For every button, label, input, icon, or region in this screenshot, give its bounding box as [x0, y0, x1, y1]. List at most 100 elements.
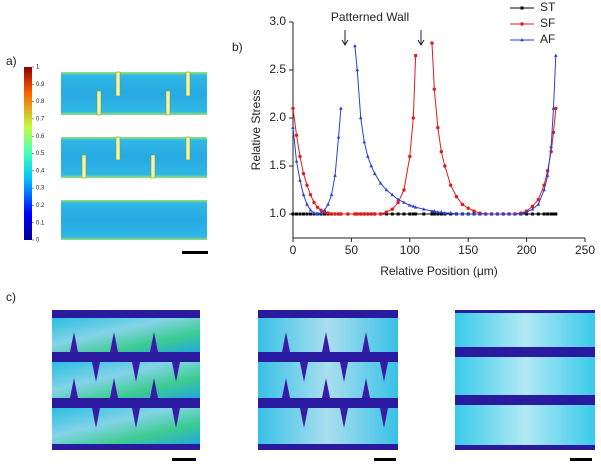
marker — [305, 212, 309, 216]
marker — [295, 212, 299, 216]
marker — [448, 183, 453, 187]
marker — [302, 212, 306, 216]
colorbar-tick-label: 0.3 — [36, 186, 45, 192]
marker — [378, 181, 383, 185]
marker — [355, 68, 360, 72]
marker — [362, 140, 367, 144]
marker — [396, 212, 400, 216]
marker — [312, 211, 316, 215]
marker — [478, 212, 482, 216]
marker — [402, 200, 406, 204]
marker — [369, 164, 374, 168]
marker — [495, 212, 500, 216]
marker — [460, 212, 465, 216]
colorbar-tick-label: 0.2 — [36, 203, 45, 209]
marker — [430, 209, 434, 213]
marker — [402, 188, 406, 192]
x-tick-label: 200 — [517, 243, 537, 257]
marker — [439, 210, 444, 214]
marker — [298, 212, 302, 216]
marker — [326, 202, 330, 206]
marker — [432, 212, 436, 216]
colorbar — [24, 67, 32, 240]
marker — [430, 212, 434, 216]
colorbar-tick-label: 0.9 — [36, 82, 45, 88]
marker — [336, 135, 341, 139]
x-tick-label: 100 — [400, 243, 420, 257]
x-tick-label: 50 — [345, 243, 359, 257]
marker — [358, 116, 363, 120]
marker — [384, 188, 389, 192]
marker — [554, 212, 558, 216]
marker — [369, 212, 373, 216]
series-line — [292, 45, 557, 215]
marker — [384, 212, 388, 216]
x-tick-label: 250 — [575, 243, 595, 257]
marker — [390, 192, 395, 197]
marker — [301, 171, 306, 176]
marker — [414, 212, 418, 216]
marker — [551, 212, 555, 216]
marker — [353, 44, 357, 48]
marker — [336, 212, 341, 216]
marker — [436, 125, 440, 130]
marker — [308, 208, 313, 212]
marker — [466, 212, 470, 216]
annotation-arrow — [417, 30, 425, 46]
marker — [454, 212, 459, 216]
colorbar-tick-label: 0.1 — [36, 220, 45, 226]
marker — [329, 212, 334, 216]
marker — [530, 204, 535, 209]
marker — [346, 212, 350, 216]
y-tick-label: 3.0 — [269, 14, 286, 28]
x-tick-label: 150 — [458, 243, 478, 257]
marker — [536, 212, 540, 216]
marker — [411, 204, 416, 208]
marker — [329, 192, 334, 197]
marker — [322, 208, 327, 212]
marker — [439, 212, 443, 216]
marker — [483, 212, 488, 216]
marker — [291, 106, 295, 111]
marker — [396, 197, 400, 201]
y-tick-label: 1.0 — [269, 206, 286, 220]
colorbar-tick-label: 0 — [36, 238, 40, 244]
marker — [432, 209, 437, 213]
marker — [524, 210, 529, 214]
marker — [298, 154, 302, 159]
marker — [305, 183, 309, 187]
marker — [390, 207, 394, 211]
legend-marker — [520, 38, 524, 42]
marker — [353, 212, 357, 216]
annotation-arrow — [341, 30, 349, 46]
marker — [551, 130, 556, 135]
marker — [422, 207, 426, 211]
marker — [291, 125, 295, 129]
y-tick-label: 2.0 — [269, 110, 286, 124]
colorbar-ticks: 1 0.9 0.8 0.7 0.6 0.5 0.4 0.3 0.2 0.1 0 — [32, 65, 45, 244]
marker — [546, 212, 550, 216]
marker — [551, 106, 556, 110]
marker — [549, 212, 553, 216]
colorbar-tick-label: 0.4 — [36, 168, 45, 174]
stress-chart: Patterned Wall Relative Position (μm) Re… — [249, 0, 595, 278]
colorbar-tick-label: 0.8 — [36, 99, 45, 105]
panel-label: a) — [6, 54, 17, 68]
marker — [301, 192, 306, 197]
marker — [489, 212, 494, 216]
marker — [294, 133, 299, 137]
legend-marker — [520, 22, 524, 26]
marker — [536, 197, 540, 202]
colorbar-tick-label: 0.5 — [36, 151, 45, 157]
marker — [384, 210, 389, 214]
marker — [466, 206, 470, 210]
marker — [326, 211, 330, 215]
marker — [472, 209, 476, 213]
marker — [315, 205, 320, 209]
marker — [408, 203, 412, 207]
marker — [513, 212, 517, 216]
marker — [443, 211, 447, 215]
y-axis-label: Relative Stress — [249, 90, 263, 171]
marker — [333, 173, 337, 177]
